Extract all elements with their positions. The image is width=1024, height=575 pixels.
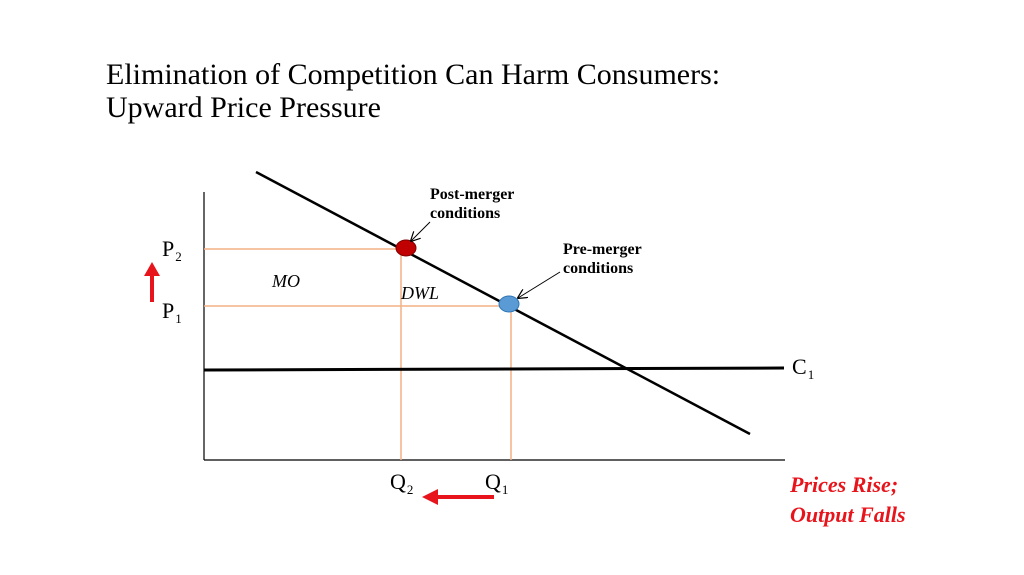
- pre-merger-label-line-2: conditions: [563, 260, 633, 277]
- post-merger-label-line-1: Post-merger: [430, 186, 514, 203]
- post-merger-callout-arrow: [411, 221, 431, 241]
- conclusion-line-1: Prices Rise;: [790, 472, 899, 497]
- cost-line: [203, 366, 785, 372]
- post-merger-label-line-2: conditions: [430, 205, 500, 222]
- conclusion-line-2: Output Falls: [790, 502, 906, 527]
- dwl-area-label: DWL: [400, 283, 439, 303]
- pre-merger-label-line-1: Pre-merger: [563, 241, 642, 258]
- price-up-arrow: [144, 262, 160, 302]
- title-line-2: Upward Price Pressure: [106, 91, 381, 124]
- pre-merger-point: [498, 295, 520, 313]
- quantity-down-arrow: [422, 489, 494, 505]
- q1-label: Q1: [485, 469, 508, 497]
- conclusion-text: Prices Rise; Output Falls: [790, 470, 906, 530]
- cost-label: C1: [792, 354, 814, 382]
- q2-label: Q2: [390, 469, 413, 497]
- pre-merger-callout-arrow: [518, 271, 561, 298]
- p1-label: P1: [162, 298, 182, 326]
- mo-area-label: MO: [271, 271, 300, 291]
- slide-title: Elimination of Competition Can Harm Cons…: [106, 58, 720, 124]
- p2-label: P2: [162, 236, 182, 264]
- title-line-1: Elimination of Competition Can Harm Cons…: [106, 58, 721, 91]
- post-merger-point: [395, 239, 417, 257]
